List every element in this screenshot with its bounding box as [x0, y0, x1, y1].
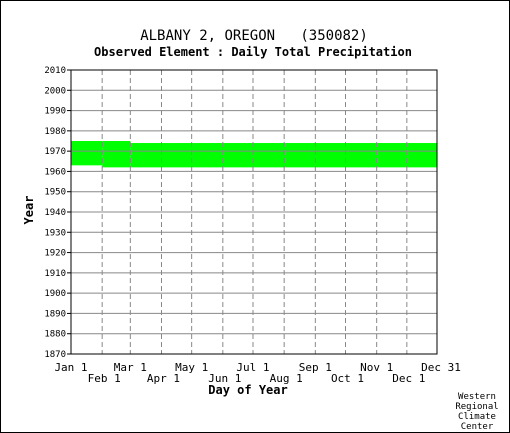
y-tick-label-1870: 1870 — [44, 350, 66, 360]
y-tick-label-1960: 1960 — [44, 167, 66, 177]
data-band-0-0 — [71, 141, 103, 166]
y-tick-label-1940: 1940 — [44, 208, 66, 218]
y-tick-label-2010: 2010 — [44, 66, 66, 76]
credit-line-2: Regional — [455, 402, 498, 412]
plot-border — [70, 69, 438, 355]
credit-line-1: Western — [458, 392, 496, 402]
x-tick-label-upper-365: Dec 31 — [421, 361, 461, 374]
x-tick-label-upper-305: Nov 1 — [360, 361, 393, 374]
chart-subtitle: Observed Element : Daily Total Precipita… — [94, 45, 412, 59]
x-tick-label-lower-91: Apr 1 — [147, 372, 180, 385]
x-tick-label-lower-152: Jun 1 — [208, 372, 241, 385]
x-tick-label-lower-32: Feb 1 — [88, 372, 121, 385]
x-tick-label-lower-274: Oct 1 — [331, 372, 364, 385]
y-tick-label-1910: 1910 — [44, 269, 66, 279]
y-tick-label-1920: 1920 — [44, 249, 66, 259]
y-tick-label-1890: 1890 — [44, 309, 66, 319]
x-tick-label-upper-244: Sep 1 — [299, 361, 332, 374]
credit-line-4: Center — [461, 422, 494, 432]
y-tick-label-1950: 1950 — [44, 188, 66, 198]
y-tick-label-1970: 1970 — [44, 147, 66, 157]
chart-title: ALBANY 2, OREGON (350082) — [140, 28, 368, 44]
x-axis-label: Day of Year — [208, 383, 287, 397]
x-tick-label-lower-213: Aug 1 — [270, 372, 303, 385]
plot-area: 1870 1880 1890 1900 1910 1920 1930 1940 1950 1960… — [44, 66, 461, 385]
y-axis-label: Year — [22, 196, 36, 225]
y-tick-label-1880: 1880 — [44, 330, 66, 340]
y-tick-label-1900: 1900 — [44, 289, 66, 299]
data-band-0-1 — [102, 141, 131, 168]
x-tick-label-lower-335: Dec 1 — [392, 372, 425, 385]
y-tick-label-1990: 1990 — [44, 107, 66, 117]
x-tick-label-upper-121: May 1 — [175, 361, 208, 374]
y-tick-label-1930: 1930 — [44, 228, 66, 238]
x-tick-label-upper-182: Jul 1 — [236, 361, 269, 374]
data-band-0-2 — [130, 143, 438, 168]
credit-line-3: Climate — [458, 412, 496, 422]
x-tick-label-upper-1: Jan 1 — [54, 361, 87, 374]
y-tick-label-1980: 1980 — [44, 127, 66, 137]
y-tick-label-2000: 2000 — [44, 86, 66, 96]
credit-block: Western Regional Climate Center — [455, 392, 498, 432]
x-tick-label-upper-60: Mar 1 — [114, 361, 147, 374]
